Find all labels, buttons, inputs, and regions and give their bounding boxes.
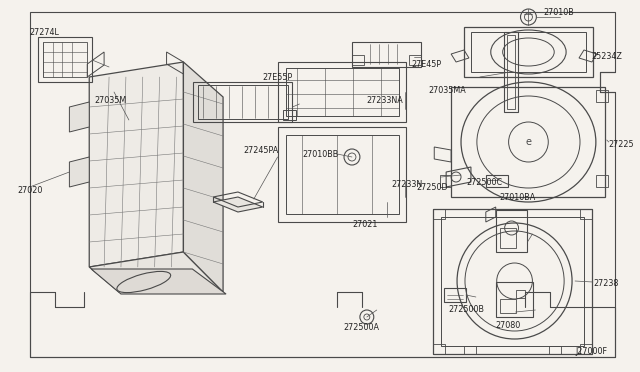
Text: 27020: 27020 xyxy=(18,186,44,195)
Text: 27225: 27225 xyxy=(609,140,634,148)
Polygon shape xyxy=(69,102,89,132)
Bar xyxy=(580,344,592,354)
Bar xyxy=(198,85,287,119)
Bar xyxy=(451,87,605,197)
Polygon shape xyxy=(92,269,226,294)
Text: 27035MA: 27035MA xyxy=(428,86,466,94)
Bar xyxy=(285,135,399,214)
Bar xyxy=(596,175,608,187)
Bar xyxy=(500,299,516,313)
Bar xyxy=(433,344,445,354)
Text: 272500B: 272500B xyxy=(448,305,484,314)
Text: 27274L: 27274L xyxy=(29,28,60,36)
Text: e: e xyxy=(525,137,531,147)
Bar xyxy=(496,282,533,317)
Bar xyxy=(580,209,592,219)
Text: 27E55P: 27E55P xyxy=(263,73,293,81)
Polygon shape xyxy=(89,252,223,292)
Bar xyxy=(410,55,421,65)
Bar xyxy=(278,127,406,222)
Bar xyxy=(38,37,92,82)
Bar xyxy=(285,68,399,116)
Text: 27010B: 27010B xyxy=(543,7,574,16)
Text: 25234Z: 25234Z xyxy=(591,51,622,61)
Polygon shape xyxy=(184,62,223,292)
Bar xyxy=(193,82,292,122)
Bar xyxy=(433,209,592,354)
Text: 27080: 27080 xyxy=(496,321,521,330)
Bar xyxy=(516,290,525,298)
Text: 27E45P: 27E45P xyxy=(412,60,442,68)
Text: J27000F: J27000F xyxy=(575,347,607,356)
Bar xyxy=(43,42,87,77)
Bar xyxy=(352,42,421,67)
Bar xyxy=(464,27,593,77)
Bar xyxy=(504,32,518,112)
Bar xyxy=(441,217,584,346)
Bar xyxy=(471,32,586,72)
Polygon shape xyxy=(213,197,263,212)
Polygon shape xyxy=(89,62,184,267)
Bar xyxy=(596,90,608,102)
Ellipse shape xyxy=(117,272,171,293)
Bar xyxy=(496,210,527,252)
Text: 27021: 27021 xyxy=(352,219,378,228)
Polygon shape xyxy=(69,157,89,187)
Text: 27035M: 27035M xyxy=(94,96,127,105)
Text: 27238: 27238 xyxy=(593,279,618,289)
Bar xyxy=(507,35,515,109)
Bar xyxy=(433,209,445,219)
Bar xyxy=(444,288,466,302)
Bar xyxy=(283,110,296,120)
Text: 27010BB: 27010BB xyxy=(302,150,339,158)
Text: 27010BA: 27010BA xyxy=(500,192,536,202)
Text: 27245PA: 27245PA xyxy=(243,145,278,154)
Text: 272500A: 272500A xyxy=(343,323,379,331)
Bar xyxy=(352,55,364,65)
Bar xyxy=(486,175,508,187)
Text: 27233NA: 27233NA xyxy=(367,96,404,105)
Polygon shape xyxy=(29,12,614,357)
Text: 27233N: 27233N xyxy=(392,180,423,189)
Text: 272500C: 272500C xyxy=(466,177,502,186)
Bar xyxy=(440,175,451,187)
Text: 27250D: 27250D xyxy=(417,183,448,192)
Bar xyxy=(278,62,406,122)
Bar xyxy=(500,228,516,248)
